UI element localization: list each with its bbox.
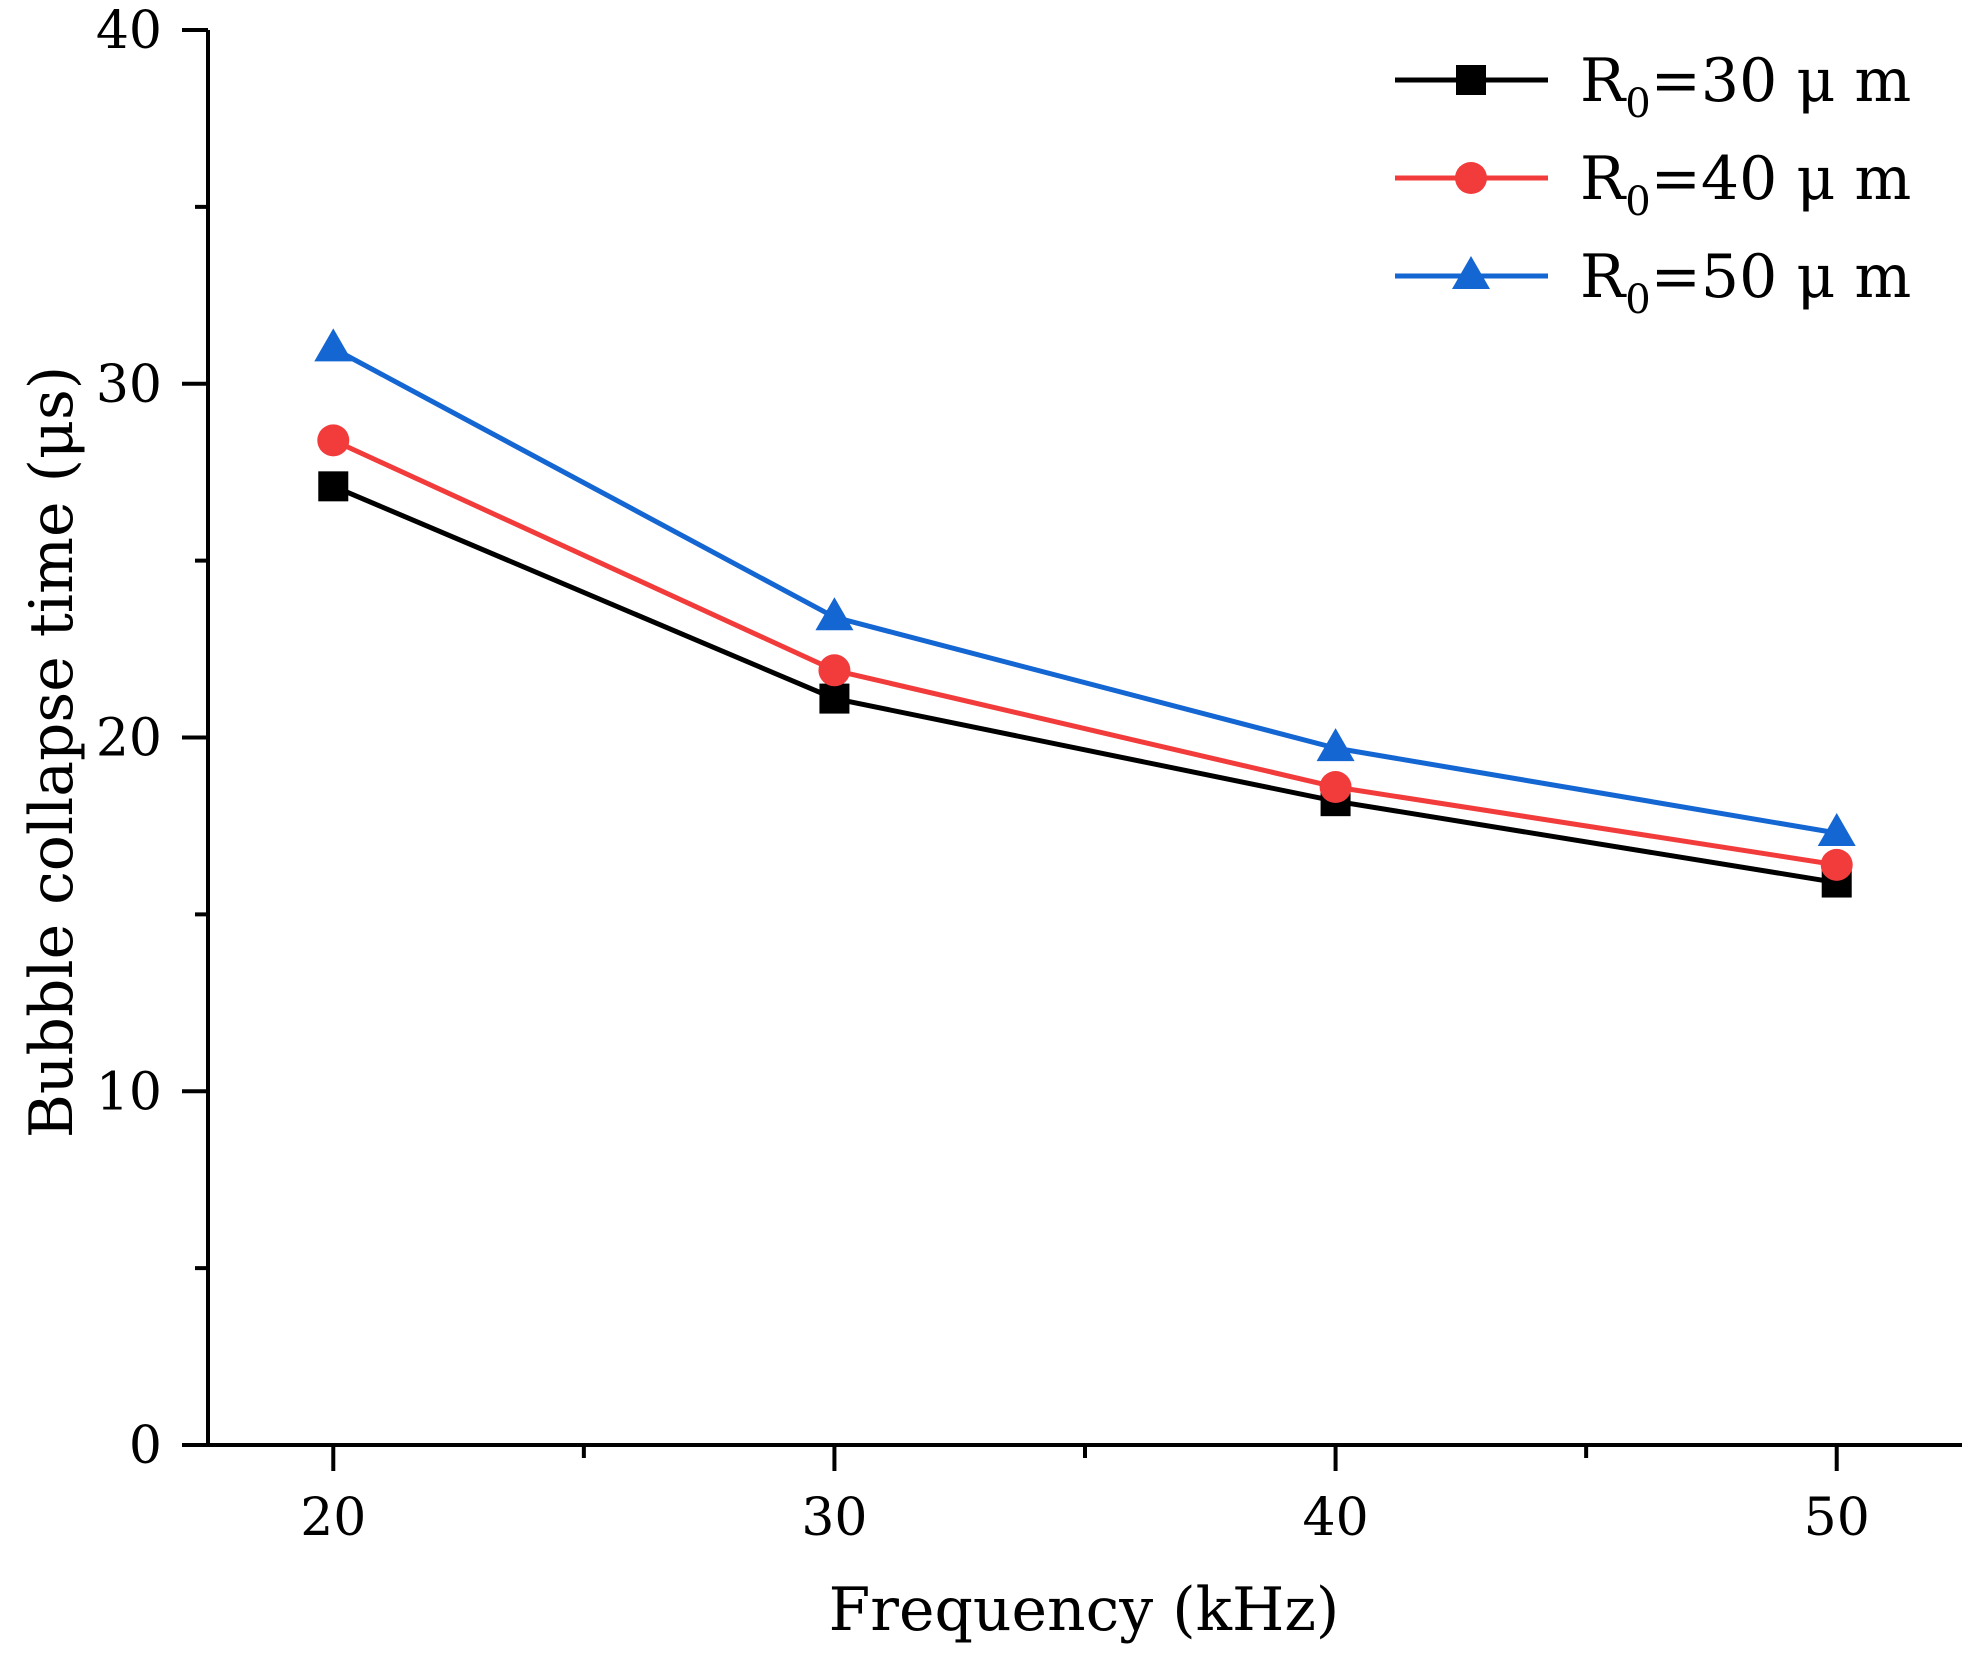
legend-label-main: R [1580, 46, 1627, 116]
legend-label-sub: 0 [1625, 179, 1650, 225]
legend-label: R0=30 μ m [1580, 46, 1911, 127]
legend-label-main: R [1580, 242, 1627, 312]
legend-label-rest: =40 μ m [1651, 144, 1912, 214]
data-point [317, 424, 350, 457]
x-tick-label: 40 [1302, 1488, 1368, 1548]
legend-label-rest: =30 μ m [1651, 46, 1912, 116]
legend-label-sub: 0 [1625, 277, 1650, 323]
legend-label-rest: =50 μ m [1651, 242, 1912, 312]
legend-label: R0=40 μ m [1580, 144, 1911, 225]
data-point [1319, 771, 1352, 804]
data-point [314, 328, 353, 362]
data-point [1316, 728, 1355, 762]
y-tick-label: 40 [96, 1, 162, 61]
data-point [815, 597, 854, 631]
legend-marker [1456, 65, 1486, 95]
series-line [332, 484, 1838, 886]
x-tick-label: 50 [1804, 1488, 1870, 1548]
data-point [818, 654, 851, 687]
data-point [318, 471, 349, 502]
series-2 [317, 424, 1853, 881]
axis-titles: Frequency (kHz) Bubble collapse time (μs… [17, 366, 1339, 1645]
x-axis-title: Frequency (kHz) [829, 1575, 1340, 1645]
y-axis-title: Bubble collapse time (μs) [17, 366, 87, 1138]
tick-labels: 0 10 20 30 40 20 30 40 50 [96, 1, 1870, 1548]
y-tick-label: 20 [96, 709, 162, 769]
legend-label: R0=50 μ m [1580, 242, 1911, 323]
x-tick-label: 20 [300, 1488, 366, 1548]
y-tick-label: 30 [96, 355, 162, 415]
data-point [819, 683, 850, 714]
series-3 [314, 328, 1856, 847]
series-line [332, 438, 1838, 868]
legend-marker [1452, 256, 1490, 289]
y-tick-label: 10 [96, 1062, 162, 1122]
y-tick-label: 0 [129, 1416, 162, 1476]
series-line [332, 346, 1838, 836]
legend-entry: R0=50 μ m [1395, 242, 1911, 323]
series-layer [314, 328, 1856, 898]
x-tick-label: 30 [801, 1488, 867, 1548]
legend-marker [1455, 162, 1487, 194]
legend: R0=30 μ mR0=40 μ mR0=50 μ m [1395, 46, 1911, 323]
legend-entry: R0=30 μ m [1395, 46, 1911, 127]
legend-entry: R0=40 μ m [1395, 144, 1911, 225]
data-point [1817, 813, 1856, 847]
legend-label-sub: 0 [1625, 81, 1650, 127]
data-point [1820, 848, 1853, 881]
ticks [182, 28, 1839, 1471]
legend-label-main: R [1580, 144, 1627, 214]
